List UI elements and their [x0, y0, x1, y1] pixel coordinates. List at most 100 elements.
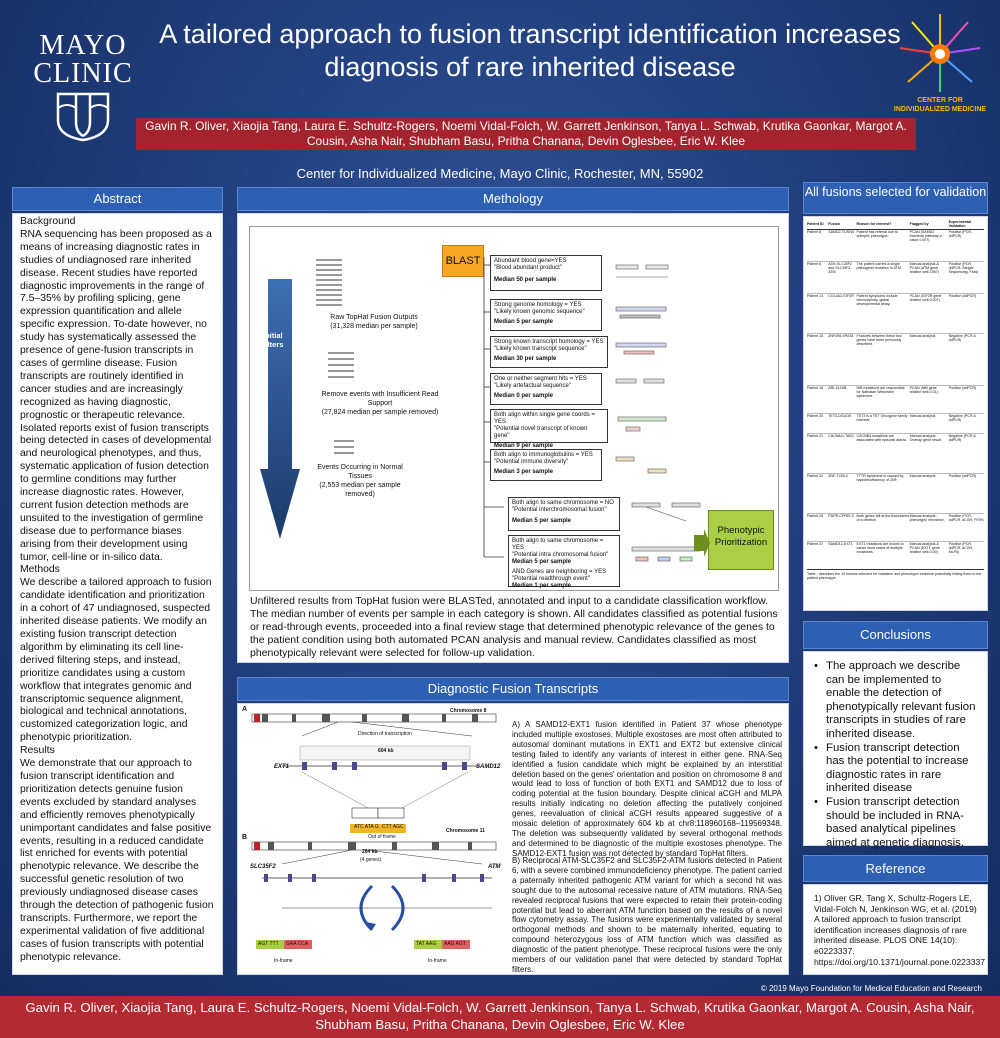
table-cell: PCAN (NIB gene relative well-0.01) — [909, 385, 938, 394]
workflow-box-8: Both align to same chromosome = YES "Pot… — [508, 535, 620, 589]
table-cell: Positive (PCR, ddPCR, aCGH, FISH) — [948, 513, 984, 522]
remove-events-sub: (27,824 median per sample removed) — [321, 409, 439, 416]
table-row: Patient 8 SAMD2-TUSHA Patient has referral… — [807, 229, 984, 262]
table-cell: Manual analysis & PCAN (EXT1 gene relati… — [909, 541, 940, 555]
workflow-box-7: Both align to same chromosome = NO "Pote… — [508, 497, 620, 531]
dir-transcription-a: Direction of transcription — [358, 731, 412, 737]
table-row: Patient 18 ARL13-NIB NIB mutations are res… — [807, 385, 984, 414]
shield-icon — [56, 92, 110, 142]
seq-a1: ATC ATA G — [354, 824, 379, 830]
table-cell: Positive (PCR, ddPCR, aCGH, MLPA) — [948, 541, 974, 555]
affiliation: Center for Individualized Medicine, Mayo… — [296, 166, 704, 181]
box-5-line1: Both align within single gene coords = Y… — [494, 412, 595, 425]
table-cell: Both genes fall at the boundaries of a d… — [856, 513, 910, 522]
ext1-label: EXT1 — [274, 764, 290, 770]
box-5-median: Median 9 per sample — [494, 443, 554, 449]
fusions-header: All fusions selected for validation — [803, 182, 988, 214]
table-cell: The patient carries a single pathogenic … — [856, 261, 902, 270]
table-row: Patient 20 TET3-DGUOK TET3 is a TET Oncoge… — [807, 413, 984, 434]
slc35f2-label: SLC35F2 — [250, 864, 276, 870]
out-of-frame-label: Out of frame — [368, 834, 396, 840]
chromosome-11-label: Chromosome 11 — [446, 828, 485, 834]
table-row: Patient 21 CACNA1I-TAB2 CACNB4 mutations a… — [807, 433, 984, 474]
logo-mayo-text: MAYO — [39, 30, 127, 61]
box-7-median: Median 5 per sample — [512, 518, 572, 524]
atm-label: ATM — [488, 864, 501, 870]
conclusions-panel: The approach we describe can be implemen… — [803, 651, 988, 849]
table-cell: Patient has referral due to epileptic ph… — [856, 229, 898, 238]
size-b-label: 264 kb — [362, 849, 378, 855]
table-cell: Positive (ddPCR) — [948, 385, 977, 390]
chromosome-diagrams — [631, 502, 701, 562]
box-4-median: Median 0 per sample — [494, 393, 554, 399]
box-4-line2: "Likely artefactual sequence" — [494, 383, 571, 389]
table-cell: Manual analysis — [909, 473, 936, 478]
starburst-icon — [899, 14, 981, 92]
table-cell: Patient 28 — [807, 513, 824, 518]
box-7-line2: "Potential interchromosomal fusion" — [512, 507, 607, 513]
table-cell: PDPR-CPRELS — [828, 513, 854, 518]
table-cell: Manual analysis - phenotypic relevance. — [909, 513, 945, 522]
seq-b3: TAT AAG — [416, 941, 437, 947]
table-cell: SAMD2-TUSHA — [828, 229, 854, 234]
seq-b4: AAG AGT — [444, 941, 466, 947]
in-frame-label-2: In-frame — [428, 958, 447, 964]
box-8-line2: "Potential intra chromosomal fusion" — [512, 552, 609, 558]
table-cell: Patient 37 — [807, 541, 824, 546]
table-cell: Positive (PCR, ddPCR, Sanger Sequencing,… — [948, 261, 979, 275]
table-cell: Negative (PCR & ddPCR) — [948, 333, 976, 342]
box-2-line2: "Likely known genomic sequence" — [494, 309, 585, 315]
panel-a-label: A — [242, 706, 248, 713]
blast-box: BLAST — [442, 245, 484, 277]
methodology-caption: Unfiltered results from TopHat fusion we… — [250, 595, 778, 659]
table-cell: Manual analysis — [909, 333, 936, 338]
abstract-header: Abstract — [12, 187, 223, 211]
workflow-box-2: Strong genome homology = YES "Likely kno… — [490, 299, 602, 331]
fusions-table: Patient ID Fusion Reason for interest? F… — [807, 220, 984, 570]
stack-icon — [314, 259, 344, 314]
col-patient: Patient ID — [807, 222, 824, 227]
cim-logo: CENTER FOR INDIVIDUALIZED MEDICINE — [890, 8, 990, 120]
list-item: Fusion transcript detection should be in… — [814, 796, 977, 850]
table-cell: Patient 6 — [807, 261, 822, 266]
size-a-label: 604 kb — [378, 748, 394, 754]
box-1-median: Median 50 per sample — [494, 277, 557, 283]
abstract-methods-label: Methods — [20, 564, 60, 576]
list-item: The approach we describe can be implemen… — [814, 660, 977, 742]
arrow-right-icon — [694, 529, 710, 557]
normal-tissues-label: Events Occurring in Normal Tissues (2,55… — [310, 463, 410, 499]
box-9-median: Median 1 per sample — [512, 583, 572, 589]
table-cell: Manual analysis — [909, 413, 936, 418]
table-cell: ARL13-NIB — [828, 385, 847, 390]
col-flagged: Flagged by — [909, 222, 929, 227]
box-6-line2: "Potential immune diversity" — [494, 459, 569, 465]
abstract-results-label: Results — [20, 745, 55, 757]
table-cell: TET3 is a TET Oncogene family member. — [856, 413, 908, 422]
workflow-box-6: Both align to immunoglobulins = YES "Pot… — [490, 449, 602, 481]
box-8-line1: Both align to same chromosome = YES — [512, 538, 604, 551]
raw-outputs-text: Raw TopHat Fusion Outputs — [330, 314, 418, 321]
cim-logo-text: CENTER FOR INDIVIDUALIZED MEDICINE — [893, 97, 987, 113]
table-cell: ZNF398-SPATA — [828, 333, 854, 338]
table-cell: Patient 18 — [807, 385, 824, 390]
samd12-label: SAMD12 — [476, 764, 501, 770]
table-cell: Manual analysis & PCAN (ATM gene relativ… — [909, 261, 939, 275]
table-cell: Patient 8 — [807, 229, 822, 234]
table-footnote: Table - describes the 10 fusions selecte… — [807, 571, 982, 580]
workflow-box-5: Both align within single gene coords = Y… — [490, 409, 608, 449]
normal-tissues-text: Events Occurring in Normal Tissues — [317, 464, 403, 480]
table-cell: ZNF-TCBL3 — [828, 473, 848, 478]
phenotypic-prioritization-box: Phenotypic Prioritization — [708, 510, 774, 570]
chromosome-8-label: Chromosome 8 — [450, 708, 487, 714]
table-cell: TET3-DGUOK — [828, 413, 852, 418]
abstract-panel: Background RNA sequencing has been propo… — [12, 213, 223, 975]
raw-outputs-label: Raw TopHat Fusion Outputs (31,328 median… — [324, 313, 424, 331]
col-reason: Reason for interest? — [856, 222, 892, 227]
box-3-line1: Strong known transcript homology = YES — [494, 339, 604, 345]
table-cell: CACNB4 mutations are associated with epi… — [856, 433, 907, 442]
authors-banner: Gavin R. Oliver, Xiaojia Tang, Laura E. … — [136, 118, 916, 150]
col-validation: Experimental Validation — [948, 220, 972, 229]
table-cell: ATM-SLC35F2 and SLC35F2-ATM — [828, 261, 852, 275]
table-cell: TTTR syndrome is caused by haploinsuffic… — [856, 473, 904, 482]
table-row: Patient 37 SAMD12-EXT1 EXT1 mutations are … — [807, 541, 984, 570]
